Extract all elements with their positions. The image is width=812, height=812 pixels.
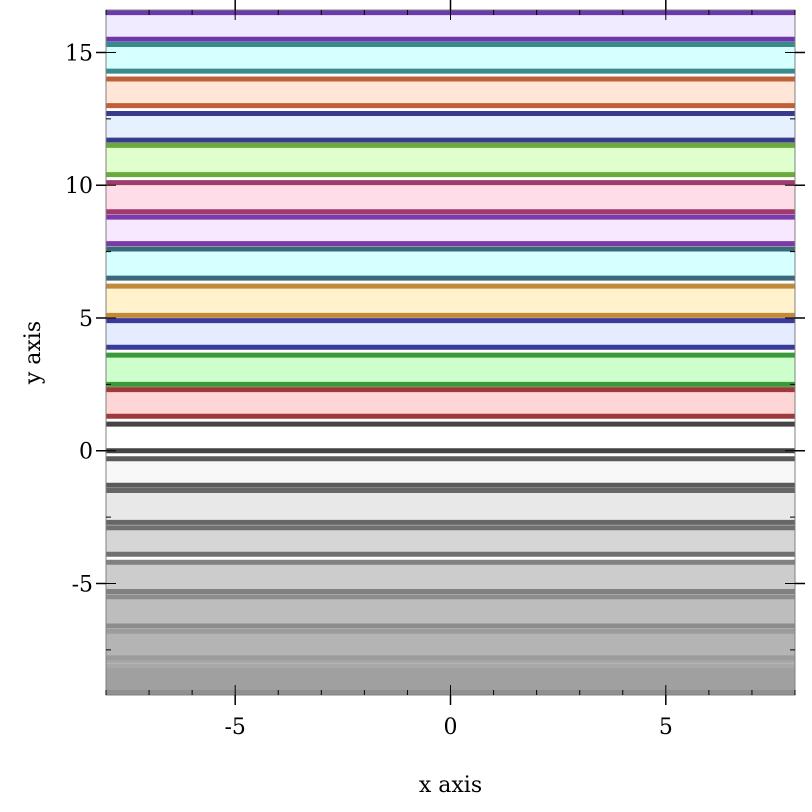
band-16 [106, 142, 795, 178]
band-13 [106, 246, 795, 281]
y-tick-label-4: 15 [65, 41, 93, 66]
bands-layer [106, 10, 795, 695]
band-fill-17 [106, 113, 795, 141]
y-tick-label-1: 0 [79, 440, 93, 465]
band-9 [106, 387, 795, 419]
band-2 [106, 628, 795, 661]
band-fill-12 [106, 286, 795, 316]
band-fill-16 [106, 145, 795, 175]
band-fill-4 [106, 562, 795, 592]
y-tick-label-3: 10 [65, 174, 93, 199]
band-fill-8 [106, 424, 795, 451]
band-18 [106, 76, 795, 109]
x-tick-label-0: -5 [224, 715, 245, 740]
band-14 [106, 214, 795, 247]
y-tick-label-2: 5 [79, 307, 93, 332]
band-fill-6 [106, 490, 795, 523]
band-4 [106, 559, 795, 594]
y-tick-label-0: -5 [72, 572, 93, 597]
band-fill-5 [106, 527, 795, 555]
band-fill-15 [106, 182, 795, 212]
x-axis-title: x axis [419, 773, 482, 798]
band-19 [106, 42, 795, 74]
x-tick-label-2: 5 [659, 715, 673, 740]
band-8 [106, 421, 795, 454]
band-fill-9 [106, 389, 795, 417]
band-3 [106, 594, 795, 629]
band-fill-7 [106, 458, 795, 486]
band-10 [106, 352, 795, 387]
band-17 [106, 111, 795, 143]
band-12 [106, 283, 795, 318]
band-6 [106, 488, 795, 525]
band-fill-18 [106, 79, 795, 106]
axes-layer: -5 0 5 -5 0 5 10 15 [65, 0, 805, 740]
band-fill-11 [106, 320, 795, 348]
band-fill-14 [106, 217, 795, 244]
band-fill-2 [106, 631, 795, 658]
x-tick-label-1: 0 [444, 715, 458, 740]
band-fill-13 [106, 248, 795, 279]
band-7 [106, 456, 795, 488]
band-1 [106, 657, 795, 669]
band-5 [106, 525, 795, 557]
y-axis-title: y axis [21, 321, 46, 385]
band-15 [106, 180, 795, 215]
band-fill-1 [106, 660, 795, 666]
band-fill-10 [106, 355, 795, 385]
band-11 [106, 318, 795, 350]
band-fill-3 [106, 596, 795, 626]
band-fill-19 [106, 44, 795, 72]
